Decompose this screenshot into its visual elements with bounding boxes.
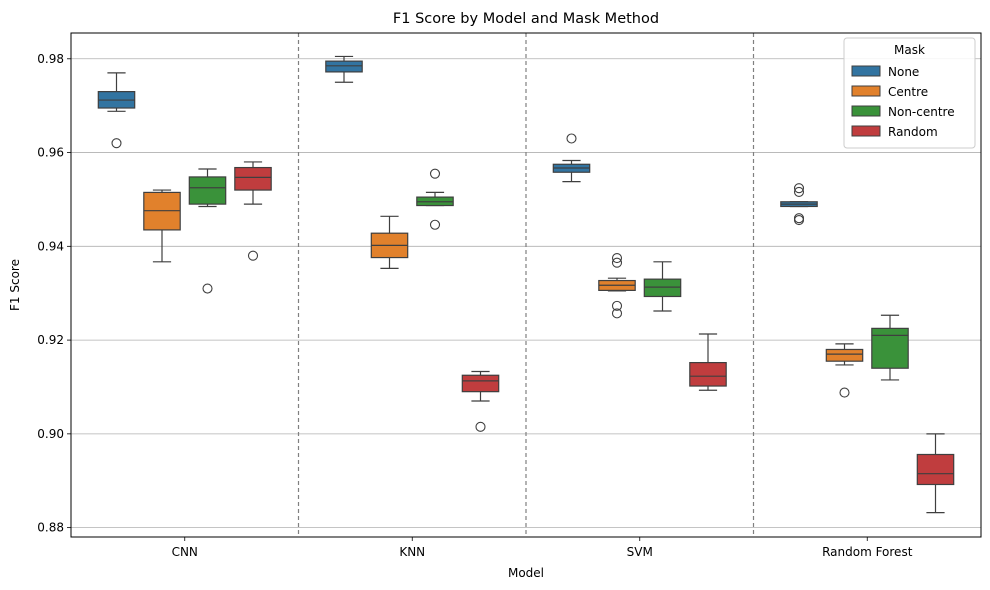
box-random-cnn: [234, 161, 272, 261]
outlier-point: [611, 300, 623, 311]
iqr-box: [916, 453, 955, 486]
iqr-box: [825, 348, 864, 362]
iqr-box: [643, 278, 682, 298]
y-tick-label: 0.94: [37, 239, 64, 253]
y-tick-label: 0.96: [37, 146, 64, 160]
outlier-point: [793, 183, 805, 194]
outlier-point: [611, 257, 623, 268]
outlier-point: [611, 252, 623, 264]
x-tick-label: Random Forest: [822, 545, 913, 559]
outlier-point: [839, 387, 850, 398]
legend-swatch: [851, 125, 881, 137]
y-tick-label: 0.90: [37, 427, 64, 441]
chart-title: F1 Score by Model and Mask Method: [393, 11, 659, 27]
legend: Mask None Centre Non-centre Random: [843, 37, 976, 149]
legend-swatch: [851, 65, 881, 77]
outlier-point: [611, 308, 623, 319]
outlier-point: [429, 219, 441, 230]
box-random-svm: [689, 333, 727, 391]
x-axis-ticks: CNN KNN SVM Random Forest: [172, 537, 913, 559]
box-centre-cnn: [143, 189, 181, 263]
outlier-point: [475, 421, 486, 432]
legend-label: None: [888, 65, 919, 79]
iqr-box: [234, 166, 272, 191]
legend-label: Centre: [888, 85, 928, 99]
y-axis-ticks: 0.88 0.90 0.92 0.94 0.96 0.98: [37, 52, 71, 535]
box-none-random-forest: [780, 183, 818, 226]
iqr-box: [871, 327, 909, 369]
box-centre-svm: [598, 252, 636, 319]
box-random-knn: [461, 370, 500, 432]
outlier-point: [247, 250, 259, 261]
x-tick-label: CNN: [172, 545, 198, 559]
box-centre-random-forest: [825, 343, 864, 398]
legend-swatch: [851, 105, 881, 117]
outlier-point: [793, 215, 805, 226]
box-non-centre-random-forest: [871, 314, 909, 381]
box-random-random-forest: [916, 433, 955, 514]
outlier-point: [111, 138, 122, 149]
model-dividers: [297, 33, 755, 537]
plot-frame: [70, 32, 982, 538]
x-axis-label: Model: [508, 566, 544, 580]
box-groups: [97, 55, 955, 514]
iqr-box: [461, 374, 500, 393]
x-tick-label: SVM: [627, 545, 653, 559]
legend-swatch: [851, 85, 881, 97]
legend-label: Non-centre: [888, 105, 955, 119]
box-non-centre-cnn: [188, 168, 227, 294]
y-tick-label: 0.92: [37, 333, 64, 347]
legend-item: Random: [851, 125, 938, 139]
box-centre-knn: [370, 215, 409, 269]
iqr-box: [325, 60, 363, 73]
legend-items: None Centre Non-centre Random: [851, 65, 955, 139]
outlier-point: [429, 168, 441, 179]
box-none-svm: [552, 133, 591, 183]
iqr-box: [689, 361, 727, 387]
outlier-point: [202, 283, 213, 294]
legend-item: Non-centre: [851, 105, 955, 119]
y-axis-label: F1 Score: [8, 259, 22, 311]
y-tick-label: 0.88: [37, 521, 64, 535]
box-none-knn: [325, 55, 363, 83]
box-non-centre-svm: [643, 261, 682, 312]
x-tick-label: KNN: [399, 545, 425, 559]
outlier-point: [793, 186, 805, 197]
box-none-cnn: [97, 72, 136, 149]
legend-item: Centre: [851, 85, 928, 99]
legend-item: None: [851, 65, 919, 79]
legend-title: Mask: [894, 43, 925, 57]
legend-label: Random: [888, 125, 938, 139]
iqr-box: [188, 176, 227, 205]
box-non-centre-knn: [416, 168, 454, 230]
y-tick-label: 0.98: [37, 52, 64, 66]
outlier-point: [566, 133, 577, 144]
